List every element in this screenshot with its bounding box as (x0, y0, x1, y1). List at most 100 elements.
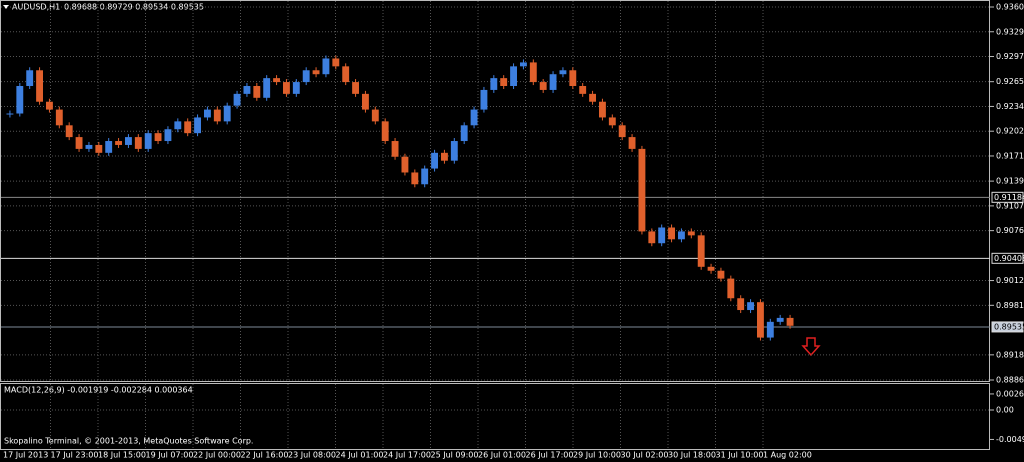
candle (184, 121, 192, 134)
candle (75, 137, 83, 149)
candle (668, 227, 675, 240)
x-tick-label: 24 Jul 17:00 (383, 451, 431, 460)
candle (776, 317, 784, 322)
candle (371, 109, 379, 122)
candle (46, 101, 53, 110)
macd-tick-label: -0.004908 (996, 435, 1024, 444)
candle (450, 141, 458, 161)
y-tick-label: 0.93605 (996, 3, 1024, 12)
candle (589, 93, 596, 102)
x-tick-label: 18 Jul 15:00 (98, 451, 146, 460)
candle (529, 62, 537, 83)
candle (263, 78, 271, 98)
level-box (991, 321, 1024, 333)
candle (352, 82, 359, 94)
candle (26, 70, 34, 87)
x-tick-label: 26 Jul 17:00 (526, 451, 574, 460)
sell-arrow (801, 337, 821, 357)
copyright: Skopalino Terminal, © 2001-2013, MetaQuo… (4, 437, 253, 446)
candle (757, 302, 764, 338)
macd-tick-label: 0.00 (996, 406, 1014, 415)
candle (678, 231, 685, 240)
candle (766, 321, 774, 338)
candle (658, 227, 666, 244)
candle (65, 125, 73, 138)
candle (500, 78, 508, 87)
x-tick-label: 29 Jul 10:00 (573, 451, 621, 460)
candle (164, 129, 172, 142)
candle (737, 298, 745, 311)
candle (312, 70, 320, 75)
candle (697, 235, 705, 267)
candle (707, 266, 715, 271)
macd-tick-label: 0.002676 (996, 389, 1024, 398)
candle (559, 70, 567, 75)
candle (204, 109, 211, 118)
x-tick-label: 22 Jul 00:00 (193, 451, 241, 460)
x-tick-label: 30 Jul 02:00 (621, 451, 669, 460)
candle (223, 105, 231, 122)
y-tick-label: 0.92025 (996, 127, 1024, 136)
menu-arrow[interactable] (3, 5, 9, 9)
candle (549, 74, 557, 90)
candle (431, 152, 438, 169)
y-tick-label: 0.90125 (996, 276, 1024, 285)
candle (480, 89, 488, 110)
candle (36, 70, 43, 102)
candle (16, 86, 24, 114)
candle (243, 86, 251, 94)
candle (569, 70, 577, 87)
candle (85, 144, 93, 149)
candle (154, 133, 162, 142)
x-tick-label: 25 Jul 09:00 (431, 451, 479, 460)
symbol: AUDUSD,H1 (12, 3, 60, 12)
level-label: 0.91184 (994, 193, 1024, 202)
x-tick-label: 19 Jul 07:00 (146, 451, 194, 460)
y-tick-label: 0.92975 (996, 52, 1024, 61)
y-tick-label: 0.91075 (996, 201, 1024, 210)
y-tick-label: 0.92655 (996, 77, 1024, 86)
x-tick-label: 30 Jul 18:00 (668, 451, 716, 460)
candle (490, 78, 498, 90)
candle (283, 82, 290, 94)
candle (273, 78, 280, 83)
candle (618, 125, 626, 138)
candle (411, 172, 419, 185)
candle (401, 156, 409, 173)
candle (125, 137, 132, 145)
candle (520, 62, 527, 67)
candle (253, 86, 261, 98)
candle (233, 93, 241, 106)
candle (381, 121, 389, 142)
candle (213, 109, 221, 122)
candle (747, 302, 754, 311)
x-tick-label: 24 Jul 01:00 (336, 451, 384, 460)
macd-frame (0, 383, 990, 450)
candle (599, 101, 606, 118)
level-box (991, 252, 1024, 264)
candle (194, 117, 201, 134)
x-tick-label: 23 Jul 08:00 (288, 451, 336, 460)
candle (144, 133, 152, 149)
x-tick-label: 26 Jul 01:00 (478, 451, 526, 460)
candle (470, 109, 478, 126)
candle (174, 121, 182, 130)
x-tick-label: 17 Jul 23:00 (51, 451, 99, 460)
candle (460, 125, 468, 142)
candle (115, 141, 122, 145)
level-box (991, 191, 1024, 203)
candle (441, 152, 448, 161)
candle (55, 109, 63, 126)
candle (322, 58, 330, 75)
candle (717, 270, 725, 279)
candle (628, 137, 636, 149)
candle (362, 93, 369, 110)
candle (391, 141, 399, 157)
candle (510, 66, 517, 87)
candle (421, 168, 429, 185)
